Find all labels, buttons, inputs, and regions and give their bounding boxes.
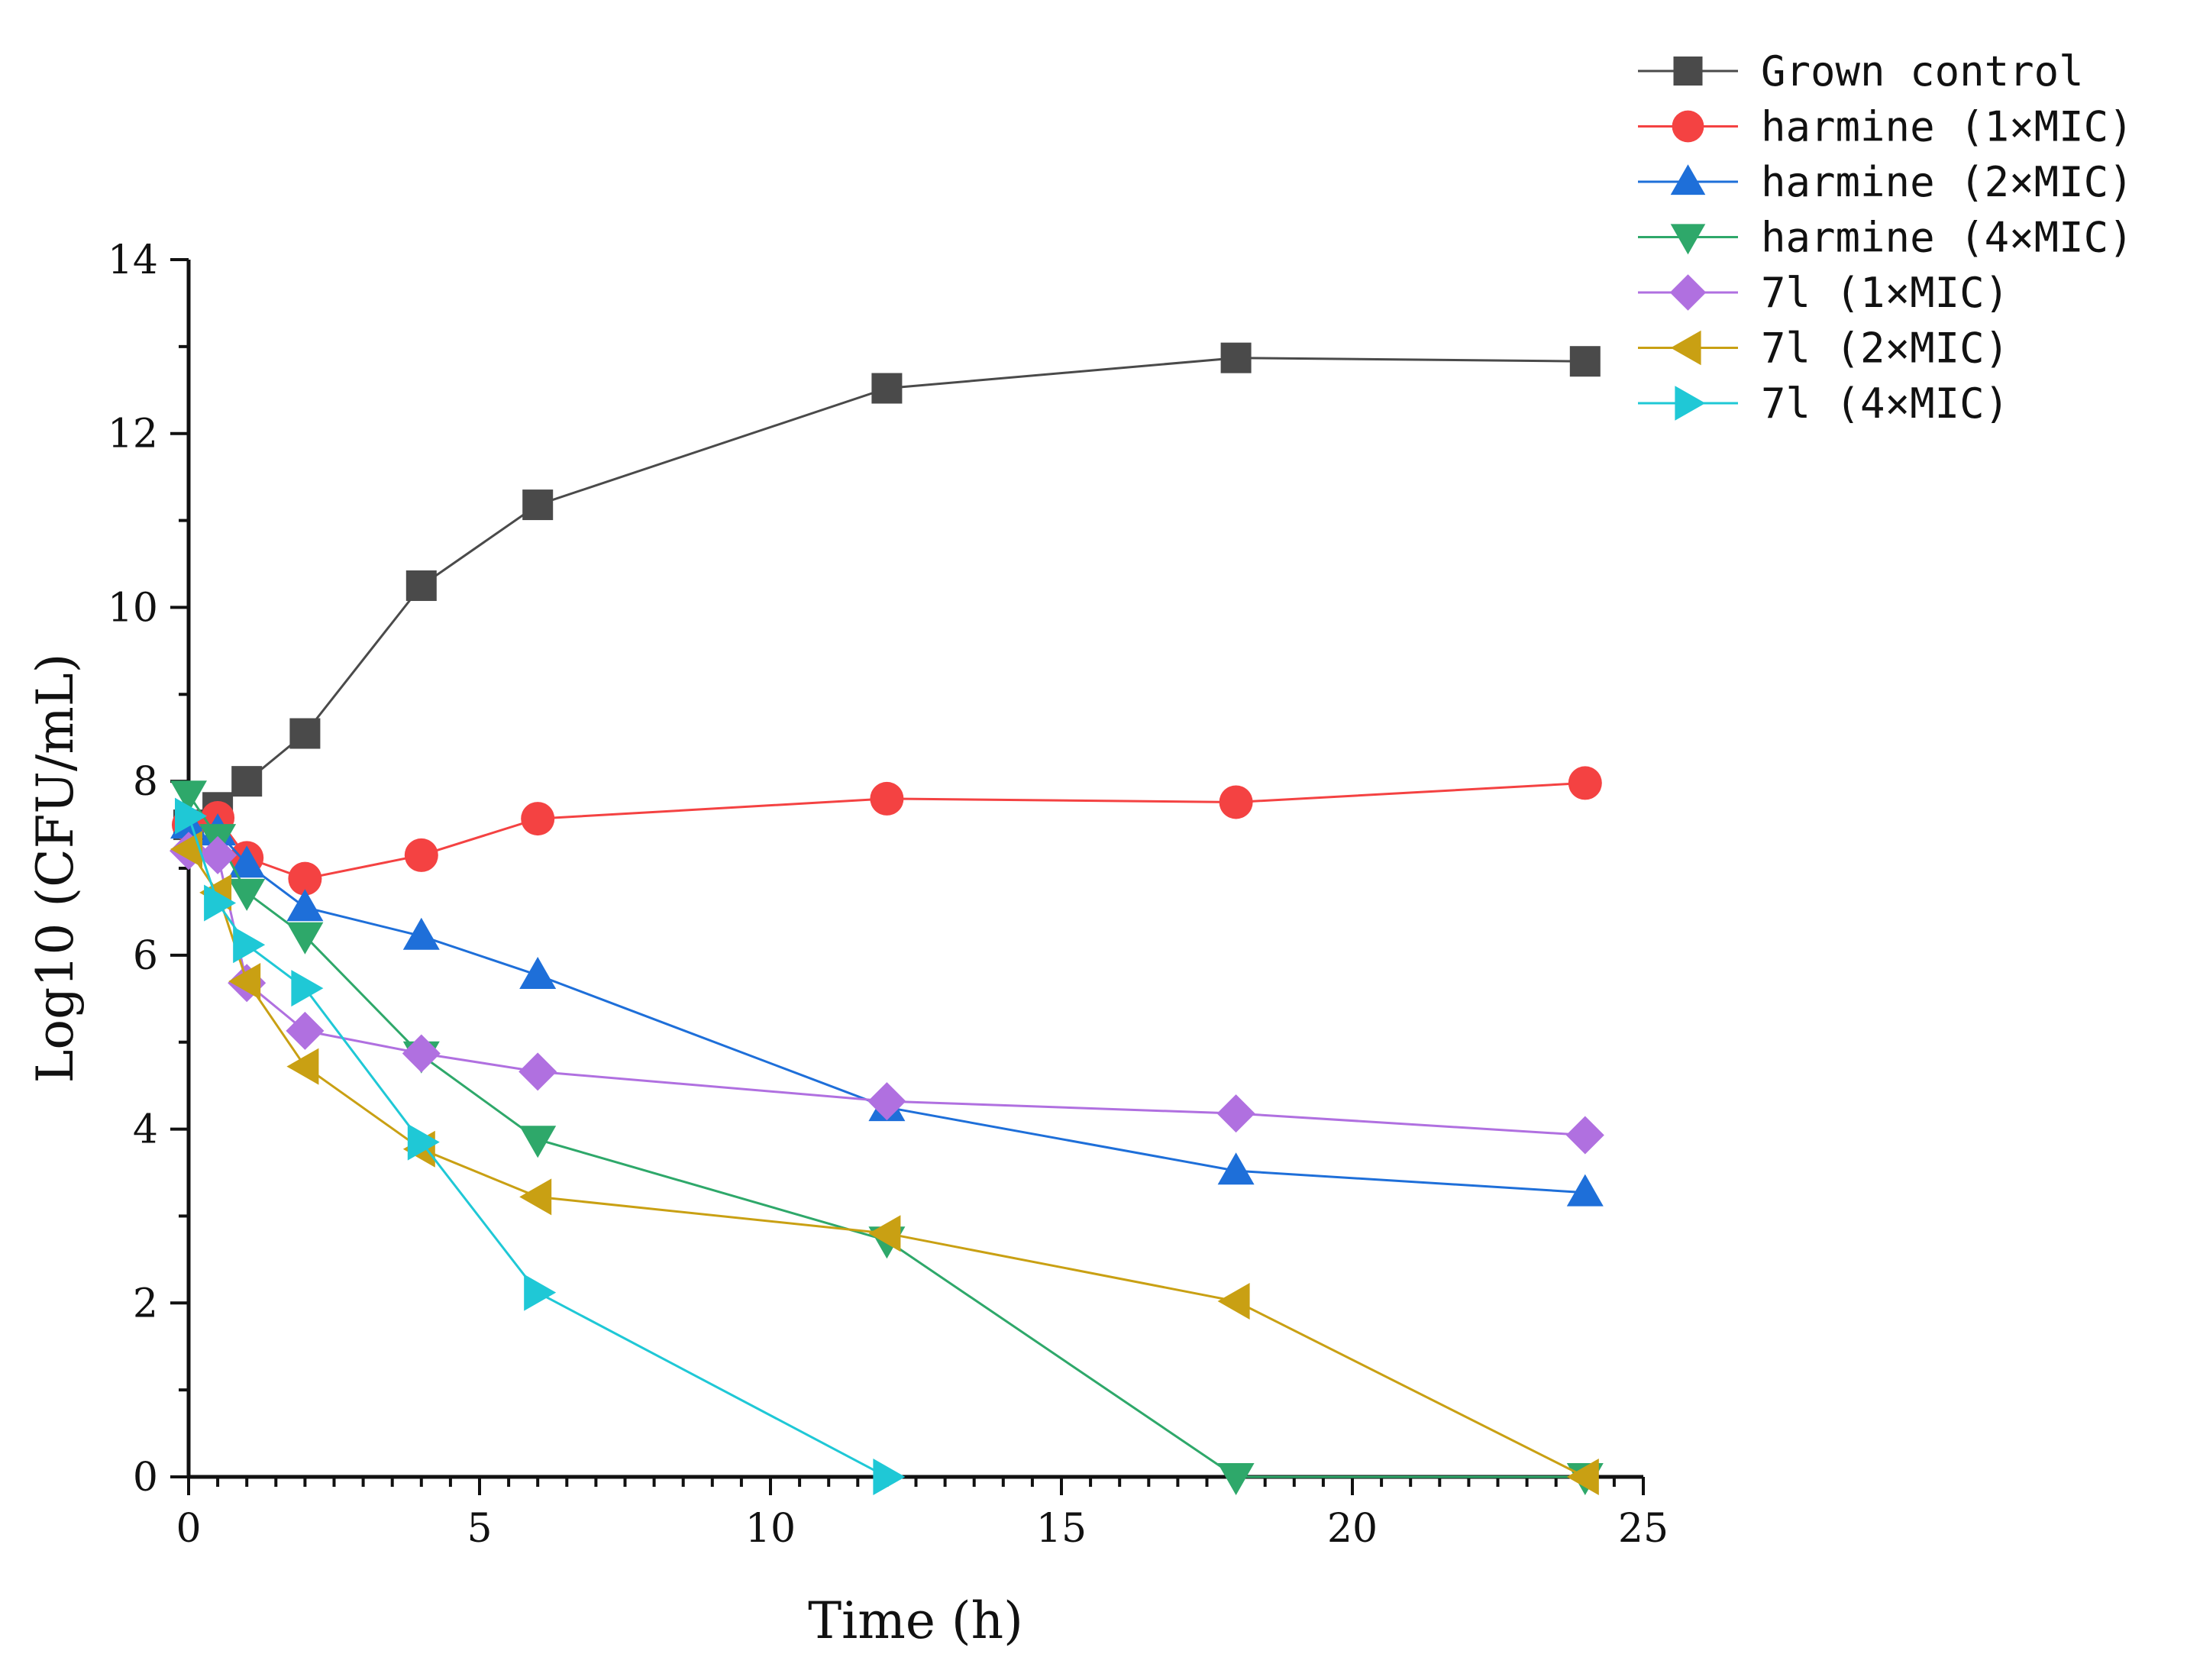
data-point: [1569, 346, 1601, 377]
data-point: [170, 780, 207, 813]
data-point: [1565, 1116, 1604, 1155]
y-tick-label: 0: [133, 1455, 158, 1501]
data-point: [286, 1048, 319, 1085]
y-tick-label: 6: [133, 933, 158, 979]
data-point: [286, 1011, 325, 1050]
x-tick-label: 25: [1618, 1506, 1669, 1552]
x-axis-title: Time (h): [808, 1591, 1023, 1650]
data-point: [870, 781, 904, 816]
y-axis-title: Log10 (CFU/mL): [26, 654, 85, 1084]
data-point: [522, 489, 554, 521]
series-3: [170, 780, 1604, 1495]
data-point: [402, 917, 440, 950]
series-5: [170, 830, 1599, 1495]
data-point: [289, 718, 321, 749]
data-point: [519, 1178, 552, 1216]
legend-marker: [1675, 386, 1706, 421]
series-4: [170, 832, 1604, 1155]
legend-item: harmine (2×MIC): [1638, 158, 2134, 206]
data-point: [175, 797, 207, 835]
x-tick-label: 0: [176, 1506, 201, 1552]
legend-item: 7l (1×MIC): [1638, 269, 2009, 317]
series-group: [170, 342, 1604, 1495]
axis-tick-labels: 0 5 10 15 20 25 0 2 4 6 8 10 12 14: [108, 237, 1669, 1552]
data-point: [1217, 1152, 1255, 1185]
data-point: [228, 963, 261, 1000]
series-line: [187, 793, 1585, 1478]
data-point: [1219, 785, 1253, 819]
legend-item: harmine (4×MIC): [1638, 214, 2134, 262]
legend-item: 7l (4×MIC): [1638, 380, 2009, 428]
data-point: [524, 1274, 557, 1311]
legend: Grown control harmine (1×MIC) harmine (2×M…: [1638, 47, 2134, 428]
x-tick-label: 20: [1327, 1506, 1378, 1552]
data-point: [199, 835, 237, 874]
data-point: [404, 838, 438, 872]
data-point: [204, 884, 237, 922]
data-point: [170, 830, 202, 867]
data-point: [867, 1082, 906, 1121]
y-tick-label: 12: [108, 412, 158, 457]
axis-ticks: [170, 258, 1645, 1495]
legend-label: harmine (1×MIC): [1761, 103, 2134, 151]
series-0: [173, 342, 1601, 841]
data-point: [233, 926, 266, 964]
series-line: [187, 848, 1586, 1478]
legend-label: 7l (2×MIC): [1761, 325, 2009, 373]
data-point: [519, 1126, 557, 1158]
data-point: [231, 766, 263, 797]
data-point: [405, 570, 437, 601]
legend-marker: [1673, 57, 1703, 86]
axes: [186, 260, 1643, 1479]
x-tick-label: 10: [745, 1506, 796, 1552]
data-point: [1217, 1283, 1250, 1320]
series-line: [188, 823, 1585, 1194]
legend-item: 7l (2×MIC): [1638, 325, 2009, 373]
series-6: [175, 797, 906, 1495]
legend-item: Grown control: [1638, 47, 2084, 95]
series-1: [172, 766, 1602, 896]
legend-label: harmine (2×MIC): [1761, 158, 2134, 206]
y-tick-label: 2: [133, 1281, 158, 1326]
legend-label: Grown control: [1761, 47, 2084, 95]
data-point: [1568, 766, 1602, 800]
data-point: [228, 845, 266, 878]
y-tick-label: 8: [133, 759, 158, 805]
y-tick-label: 10: [108, 585, 158, 631]
data-point: [402, 1034, 441, 1073]
data-point: [1217, 1463, 1255, 1495]
data-point: [871, 373, 903, 404]
data-point: [1566, 1459, 1599, 1495]
y-tick-label: 14: [108, 237, 158, 283]
series-2: [170, 806, 1604, 1207]
data-point: [228, 878, 266, 911]
x-tick-label: 15: [1036, 1506, 1087, 1552]
data-point: [286, 922, 324, 955]
data-point: [288, 861, 322, 896]
data-point: [518, 1052, 557, 1091]
legend-marker: [1669, 274, 1707, 311]
legend-marker: [1670, 164, 1706, 195]
data-point: [873, 1459, 906, 1495]
data-point: [521, 802, 555, 836]
data-point: [868, 1215, 901, 1252]
y-tick-label: 4: [133, 1107, 158, 1153]
x-tick-label: 5: [467, 1506, 492, 1552]
data-point: [1220, 342, 1252, 373]
legend-label: 7l (4×MIC): [1761, 380, 2009, 428]
legend-label: harmine (4×MIC): [1761, 214, 2134, 262]
data-point: [1216, 1094, 1255, 1133]
data-point: [1566, 1174, 1604, 1207]
data-point: [519, 957, 557, 990]
legend-item: harmine (1×MIC): [1638, 103, 2134, 151]
data-point: [407, 1123, 440, 1161]
series-line: [188, 357, 1585, 826]
legend-marker: [1672, 110, 1704, 143]
legend-label: 7l (1×MIC): [1761, 269, 2009, 317]
legend-marker: [1670, 224, 1706, 255]
data-point: [291, 970, 324, 1007]
legend-marker: [1670, 330, 1701, 366]
data-point: [286, 889, 324, 922]
